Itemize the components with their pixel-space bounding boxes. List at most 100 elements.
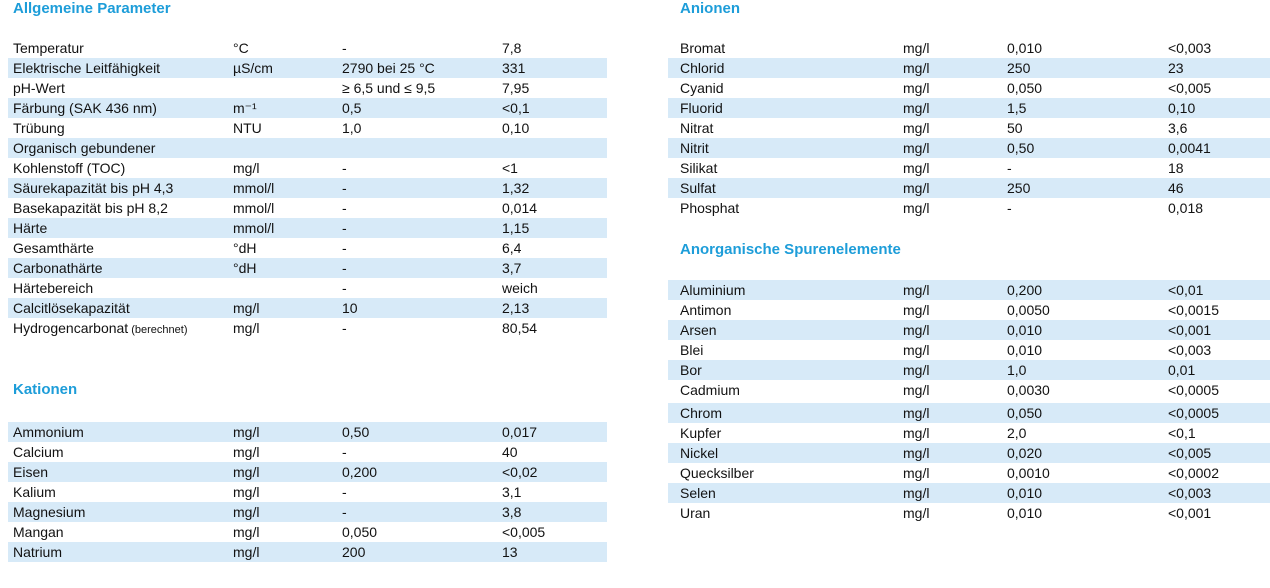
param-cell: Ammonium bbox=[13, 424, 84, 440]
limit-cell: 200 bbox=[342, 544, 366, 560]
limit-cell: - bbox=[342, 180, 347, 196]
unit-cell: mg/l bbox=[233, 300, 260, 316]
unit-cell: mg/l bbox=[903, 485, 930, 501]
table-row: Bromat mg/l 0,010 <0,003 bbox=[668, 38, 1270, 58]
limit-cell: - bbox=[342, 160, 347, 176]
limit-cell: - bbox=[342, 200, 347, 216]
limit-cell: 50 bbox=[1007, 120, 1023, 136]
table-row: Trübung NTU 1,0 0,10 bbox=[8, 118, 607, 138]
limit-cell: - bbox=[1007, 200, 1012, 216]
limit-cell: - bbox=[342, 220, 347, 236]
value-cell: 6,4 bbox=[502, 240, 522, 256]
param-cell: Cadmium bbox=[680, 382, 740, 398]
table-row: Organisch gebundener bbox=[8, 138, 607, 158]
section-title-anionen: Anionen bbox=[680, 0, 740, 17]
param-cell: Phosphat bbox=[680, 200, 740, 216]
limit-cell: 0,200 bbox=[1007, 282, 1043, 298]
unit-cell: °C bbox=[233, 40, 249, 56]
value-cell: <0,005 bbox=[1168, 445, 1212, 461]
unit-cell: mg/l bbox=[903, 322, 930, 338]
limit-cell: 2,0 bbox=[1007, 425, 1027, 441]
section-title-allgemeine-parameter: Allgemeine Parameter bbox=[13, 0, 171, 17]
table-row: Säurekapazität bis pH 4,3 mmol/l - 1,32 bbox=[8, 178, 607, 198]
table-row: Kohlenstoff (TOC) mg/l - <1 bbox=[8, 158, 607, 178]
limit-cell: 0,5 bbox=[342, 100, 362, 116]
param-cell: Härte bbox=[13, 220, 48, 236]
table-row: pH-Wert ≥ 6,5 und ≤ 9,5 7,95 bbox=[8, 78, 607, 98]
table-row: Natrium mg/l 200 13 bbox=[8, 542, 607, 562]
unit-cell: mg/l bbox=[903, 362, 930, 378]
limit-cell: 0,010 bbox=[1007, 505, 1043, 521]
unit-cell: °dH bbox=[233, 240, 257, 256]
table-row: Quecksilber mg/l 0,0010 <0,0002 bbox=[668, 463, 1270, 483]
value-cell: 3,1 bbox=[502, 484, 522, 500]
limit-cell: 0,050 bbox=[342, 524, 378, 540]
value-cell: <0,001 bbox=[1168, 505, 1212, 521]
value-cell: 1,32 bbox=[502, 180, 530, 196]
table-row: Blei mg/l 0,010 <0,003 bbox=[668, 340, 1270, 360]
param-cell: Quecksilber bbox=[680, 465, 754, 481]
value-cell: <0,01 bbox=[1168, 282, 1204, 298]
param-cell: Sulfat bbox=[680, 180, 716, 196]
value-cell: <0,1 bbox=[1168, 425, 1196, 441]
value-cell: 23 bbox=[1168, 60, 1184, 76]
unit-cell: µS/cm bbox=[233, 60, 273, 76]
param-cell: Eisen bbox=[13, 464, 49, 480]
table-row: Magnesium mg/l - 3,8 bbox=[8, 502, 607, 522]
unit-cell: mg/l bbox=[903, 80, 930, 96]
limit-cell: 2790 bei 25 °C bbox=[342, 60, 435, 76]
limit-cell: - bbox=[342, 40, 347, 56]
value-cell: <0,001 bbox=[1168, 322, 1212, 338]
value-cell: <0,0015 bbox=[1168, 302, 1219, 318]
table-row: Kupfer mg/l 2,0 <0,1 bbox=[668, 423, 1270, 443]
param-cell: Nitrat bbox=[680, 120, 714, 136]
param-cell: Arsen bbox=[680, 322, 717, 338]
unit-cell: mg/l bbox=[903, 140, 930, 156]
unit-cell: mg/l bbox=[903, 505, 930, 521]
table-row: Cyanid mg/l 0,050 <0,005 bbox=[668, 78, 1270, 98]
param-cell: Mangan bbox=[13, 524, 64, 540]
value-cell: <1 bbox=[502, 160, 518, 176]
param-cell: Natrium bbox=[13, 544, 63, 560]
param-cell: Calcitlösekapazität bbox=[13, 300, 130, 316]
table-row: Arsen mg/l 0,010 <0,001 bbox=[668, 320, 1270, 340]
param-cell: Selen bbox=[680, 485, 716, 501]
limit-cell: 1,0 bbox=[1007, 362, 1027, 378]
unit-cell: mg/l bbox=[903, 120, 930, 136]
limit-cell: - bbox=[342, 320, 347, 336]
unit-cell: mg/l bbox=[233, 424, 260, 440]
param-cell: Kohlenstoff (TOC) bbox=[13, 160, 126, 176]
unit-cell: m⁻¹ bbox=[233, 100, 257, 116]
limit-cell: 0,50 bbox=[1007, 140, 1035, 156]
param-cell: Blei bbox=[680, 342, 704, 358]
table-kationen: Ammonium mg/l 0,50 0,017 Calcium mg/l - 40 Eisen… bbox=[8, 422, 607, 562]
param-cell: Silikat bbox=[680, 160, 718, 176]
value-cell bbox=[502, 138, 607, 158]
table-row: Calcitlösekapazität mg/l 10 2,13 bbox=[8, 298, 607, 318]
param-cell: Kalium bbox=[13, 484, 56, 500]
unit-cell: mg/l bbox=[903, 100, 930, 116]
value-cell: 3,6 bbox=[1168, 120, 1188, 136]
table-row: Chlorid mg/l 250 23 bbox=[668, 58, 1270, 78]
value-cell: <0,1 bbox=[502, 100, 530, 116]
limit-cell: ≥ 6,5 und ≤ 9,5 bbox=[342, 80, 436, 96]
table-row: Antimon mg/l 0,0050 <0,0015 bbox=[668, 300, 1270, 320]
param-cell: Kupfer bbox=[680, 425, 722, 441]
unit-cell: mg/l bbox=[903, 302, 930, 318]
limit-cell: 0,010 bbox=[1007, 322, 1043, 338]
table-row: Basekapazität bis pH 8,2 mmol/l - 0,014 bbox=[8, 198, 607, 218]
value-cell: <0,003 bbox=[1168, 40, 1212, 56]
unit-cell: mmol/l bbox=[233, 220, 275, 236]
param-cell: Chrom bbox=[680, 405, 723, 421]
table-row: Gesamthärte °dH - 6,4 bbox=[8, 238, 607, 258]
value-cell: 3,8 bbox=[502, 504, 522, 520]
limit-cell: 0,0050 bbox=[1007, 302, 1050, 318]
value-cell: 0,10 bbox=[1168, 100, 1196, 116]
unit-cell: mg/l bbox=[903, 282, 930, 298]
param-cell: Basekapazität bis pH 8,2 bbox=[13, 200, 168, 216]
value-cell: 7,95 bbox=[502, 80, 530, 96]
param-cell: Cyanid bbox=[680, 80, 724, 96]
unit-cell: mg/l bbox=[233, 160, 260, 176]
table-allgemeine-parameter: Temperatur °C - 7,8 Elektrische Leitfähigkei… bbox=[8, 38, 607, 338]
limit-cell: 0,50 bbox=[342, 424, 370, 440]
